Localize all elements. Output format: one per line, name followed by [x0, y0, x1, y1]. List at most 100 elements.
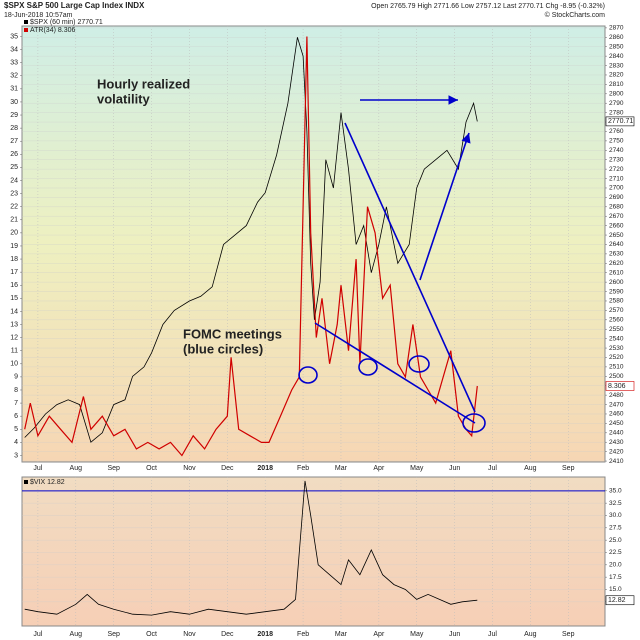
y2-tick-label: 2630	[609, 251, 624, 258]
y2-tick-label: 2480	[609, 392, 624, 399]
fomc-circle	[408, 355, 430, 373]
x-tick-label: Jun	[449, 465, 460, 472]
y-tick-label: 5	[14, 426, 18, 433]
y-tick-label: 18	[10, 256, 18, 263]
annotation: Hourly realized	[97, 76, 190, 91]
x-tick-label: Sep	[107, 465, 120, 472]
y2-tick-label: 2810	[609, 81, 624, 88]
x-tick-label: Sep	[562, 631, 575, 638]
y2-tick-label: 2420	[609, 448, 624, 455]
y2-tick-label: 2610	[609, 269, 624, 276]
y2-tick-label: 2870	[609, 25, 624, 32]
y2-tick-label: 2760	[609, 128, 624, 135]
y2-tick-label: 2650	[609, 232, 624, 239]
y2-tick-label: 2500	[609, 373, 624, 380]
legend-label: $SPX (60 min) 2770.71	[30, 19, 103, 26]
y-tick-label: 27	[10, 138, 18, 145]
legend-label: ATR(34) 8.306	[30, 27, 75, 34]
y2-tick-label: 2620	[609, 260, 624, 267]
y-tick-label: 17	[10, 269, 18, 276]
annotation: (blue circles)	[183, 341, 263, 356]
y2-tick-label: 2700	[609, 185, 624, 192]
y2-tick-label: 15.0	[609, 586, 622, 593]
last-value-box	[605, 381, 635, 391]
arrow	[419, 132, 471, 281]
y-tick-label: 3	[14, 452, 18, 459]
annotation-shapes	[298, 95, 486, 433]
y2-tick-label: 2600	[609, 279, 624, 286]
y2-tick-label: 2460	[609, 411, 624, 418]
y-tick-label: 28	[10, 125, 18, 132]
y-tick-label: 33	[10, 60, 18, 67]
y2-tick-label: 2440	[609, 430, 624, 437]
trend-line	[344, 122, 476, 413]
x-tick-label: 2018	[257, 631, 273, 638]
last-value-box	[605, 116, 635, 127]
y-tick-label: 19	[10, 243, 18, 250]
y2-tick-label: 2820	[609, 72, 624, 79]
y2-tick-label: 35.0	[609, 488, 622, 495]
y2-tick-label: 2430	[609, 439, 624, 446]
x-tick-label: Jul	[33, 631, 42, 638]
y2-tick-label: 2780	[609, 109, 624, 116]
y2-tick-label: 2550	[609, 326, 624, 333]
x-tick-label: Apr	[373, 631, 385, 638]
y2-tick-label: 20.0	[609, 562, 622, 569]
y-tick-label: 26	[10, 151, 18, 158]
annotation: FOMC meetings	[183, 326, 282, 341]
y2-tick-label: 2510	[609, 364, 624, 371]
y-tick-label: 16	[10, 282, 18, 289]
y-tick-label: 7	[14, 400, 18, 407]
legend-swatch	[24, 480, 28, 484]
y-tick-label: 10	[10, 361, 18, 368]
y-tick-label: 13	[10, 321, 18, 328]
x-tick-label: Oct	[146, 631, 157, 638]
y2-tick-label: 2680	[609, 204, 624, 211]
y-tick-label: 32	[10, 73, 18, 80]
y2-tick-label: 2710	[609, 175, 624, 182]
y2-tick-label: 2520	[609, 354, 624, 361]
x-tick-label: Sep	[562, 465, 575, 472]
y-tick-label: 21	[10, 217, 18, 224]
y-tick-label: 12	[10, 334, 18, 341]
y-tick-label: 29	[10, 112, 18, 119]
y-tick-label: 22	[10, 204, 18, 211]
x-tick-label: May	[410, 631, 424, 638]
x-tick-label: Sep	[107, 631, 120, 638]
x-tick-label: Aug	[524, 631, 537, 638]
y-tick-label: 9	[14, 374, 18, 381]
x-tick-label: Dec	[221, 631, 234, 638]
y-tick-label: 35	[10, 33, 18, 40]
y-tick-label: 4	[14, 439, 18, 446]
x-tick-label: Jul	[488, 631, 497, 638]
last-value-box	[605, 595, 635, 606]
y2-tick-label: 30.0	[609, 512, 622, 519]
x-tick-label: Nov	[183, 631, 196, 638]
y2-tick-label: 2740	[609, 147, 624, 154]
annotation: volatility	[97, 91, 151, 106]
y2-tick-label: 22.5	[609, 549, 622, 556]
y-tick-label: 20	[10, 230, 18, 237]
x-tick-label: May	[410, 465, 424, 472]
last-value-label: 12.82	[608, 597, 626, 604]
y-tick-label: 6	[14, 413, 18, 420]
x-tick-label: Oct	[146, 465, 157, 472]
y2-tick-label: 2800	[609, 91, 624, 98]
x-tick-label: Aug	[524, 465, 537, 472]
title: $SPX S&P 500 Large Cap Index INDX	[4, 1, 145, 10]
y-tick-label: 34	[10, 46, 18, 53]
y2-tick-label: 2410	[609, 458, 624, 465]
legend-swatch	[24, 28, 28, 32]
y2-tick-label: 2750	[609, 138, 624, 145]
y2-tick-label: 2850	[609, 43, 624, 50]
y-tick-label: 24	[10, 177, 18, 184]
last-value-label: 8.306	[608, 383, 626, 390]
legend-label: $VIX 12.82	[30, 479, 65, 486]
source: © StockCharts.com	[545, 11, 606, 19]
y-tick-label: 14	[10, 308, 18, 315]
top-panel	[21, 25, 606, 463]
series-line	[24, 480, 478, 616]
x-tick-label: Jul	[33, 465, 42, 472]
x-tick-label: Apr	[373, 465, 385, 472]
